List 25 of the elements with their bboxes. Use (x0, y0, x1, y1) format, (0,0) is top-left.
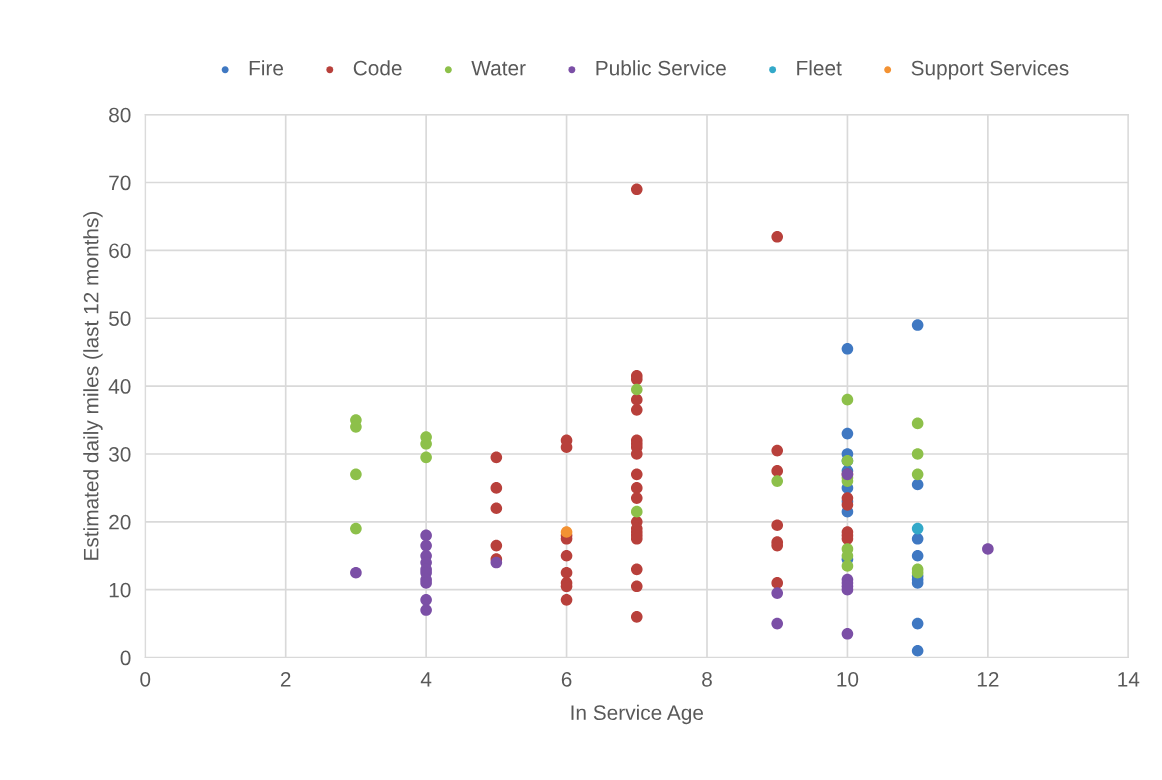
x-tick-label: 6 (561, 671, 572, 687)
x-axis-title: In Service Age (571, 704, 704, 725)
y-tick-label: 60 (109, 243, 131, 259)
y-tick-label: 0 (120, 650, 131, 666)
legend-label: Water (471, 60, 526, 76)
y-tick-label: 50 (109, 311, 131, 326)
legend-label: Code (353, 60, 402, 76)
y-tick-label: 30 (108, 446, 131, 462)
x-tick-label: 12 (977, 671, 999, 687)
x-tick-label: 8 (702, 671, 712, 687)
x-tick-label: 2 (280, 671, 291, 687)
x-tick-label: 0 (140, 671, 151, 687)
y-tick-label: 20 (109, 514, 131, 530)
legend-label: Public Service (596, 60, 726, 76)
x-tick-label: 10 (837, 671, 859, 687)
legend-label: Support Services (911, 60, 1069, 80)
y-tick-label: 40 (108, 379, 131, 394)
x-tick-label: 4 (420, 672, 432, 687)
y-tick-label: 70 (109, 175, 131, 191)
x-tick-label: 14 (1118, 672, 1140, 687)
legend-label: Fire (249, 60, 284, 76)
legend-label: Fleet (797, 60, 842, 76)
y-axis-title: Estimated daily miles (last 12 months) (83, 211, 103, 560)
y-tick-label: 80 (109, 107, 131, 123)
y-tick-label: 10 (109, 582, 131, 598)
